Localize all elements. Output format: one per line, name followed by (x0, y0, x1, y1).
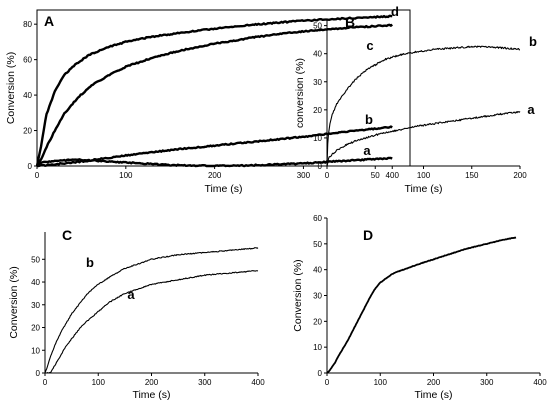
x-tick-label: 300 (480, 378, 494, 387)
x-tick-label: 200 (145, 378, 159, 387)
y-tick-label: 30 (313, 78, 322, 87)
panel-d: 0 100 200 300 400 0 10 20 30 40 50 60 Time (s) Conver… (292, 214, 547, 401)
series-line (326, 236, 517, 374)
panel-b: 0 50 100 150 200 0 10 20 30 40 50 Time (s) conversio… (294, 14, 537, 195)
x-tick-label: 200 (427, 378, 441, 387)
series-line-b (44, 247, 259, 374)
y-tick-label: 0 (318, 369, 323, 378)
y-axis-label: Conversion (%) (8, 266, 20, 338)
x-axis-label: Time (s) (414, 389, 452, 401)
series-label-d: d (391, 4, 399, 19)
plot-frame (36, 9, 411, 167)
y-tick-label: 20 (313, 317, 322, 326)
y-tick-label: 0 (28, 162, 33, 171)
x-tick-label: 100 (374, 378, 388, 387)
y-tick-label: 60 (23, 56, 32, 65)
x-tick-label: 400 (386, 171, 400, 180)
y-tick-label: 50 (313, 240, 322, 249)
y-tick-label: 40 (313, 266, 322, 275)
x-tick-label: 0 (43, 378, 48, 387)
y-tick-label: 20 (23, 127, 32, 136)
x-tick-label: 400 (533, 378, 547, 387)
y-tick-label: 10 (313, 134, 322, 143)
x-tick-label: 100 (119, 171, 133, 180)
series-label-b: b (86, 255, 94, 270)
series-line-a (326, 111, 521, 167)
series-line-d (35, 14, 393, 167)
x-tick-label: 50 (371, 171, 380, 180)
panel-label: B (345, 14, 355, 30)
y-tick-label: 60 (313, 214, 322, 223)
panel-label: C (62, 227, 72, 243)
series-line-b (326, 45, 521, 167)
x-axis-label: Time (s) (404, 183, 442, 195)
x-axis-label: Time (s) (204, 183, 242, 195)
x-tick-label: 400 (251, 378, 265, 387)
y-tick-label: 0 (36, 369, 41, 378)
y-tick-label: 50 (313, 22, 322, 31)
y-tick-label: 20 (31, 324, 40, 333)
x-tick-label: 200 (208, 171, 222, 180)
y-tick-label: 30 (31, 301, 40, 310)
x-axis-label: Time (s) (132, 389, 170, 401)
x-tick-label: 100 (417, 171, 431, 180)
series-label-b: b (365, 112, 373, 127)
y-tick-label: 30 (313, 292, 322, 301)
panel-label: A (44, 13, 54, 29)
y-axis-label: Conversion (%) (292, 259, 304, 331)
series-line-a (45, 270, 259, 374)
panel-c: 0 100 200 300 400 0 10 20 30 40 50 Time (s) Conversi… (8, 227, 265, 401)
x-tick-label: 150 (465, 171, 479, 180)
y-tick-label: 40 (313, 50, 322, 59)
x-tick-label: 100 (92, 378, 106, 387)
x-tick-label: 300 (198, 378, 212, 387)
y-tick-label: 40 (31, 278, 40, 287)
y-tick-label: 40 (23, 91, 32, 100)
x-tick-label: 200 (513, 171, 527, 180)
x-tick-label: 0 (325, 171, 330, 180)
y-tick-label: 20 (313, 106, 322, 115)
y-axis-label: Conversion (%) (5, 52, 17, 124)
y-axis-label: conversion (%) (294, 58, 306, 128)
y-tick-label: 10 (313, 343, 322, 352)
y-tick-label: 80 (23, 20, 32, 29)
series-line-a (36, 156, 393, 168)
y-tick-label: 10 (31, 346, 40, 355)
series-label-a: a (127, 287, 135, 302)
y-tick-label: 50 (31, 255, 40, 264)
series-line-c (36, 23, 393, 167)
x-tick-label: 0 (35, 171, 40, 180)
series-label-a: a (363, 143, 371, 158)
x-tick-label: 300 (297, 171, 311, 180)
series-label-c: c (366, 38, 373, 53)
y-tick-label: 0 (318, 162, 323, 171)
panel-label: D (363, 227, 373, 243)
x-tick-label: 0 (325, 378, 330, 387)
series-label-a: a (527, 102, 535, 117)
series-label-b: b (529, 34, 537, 49)
